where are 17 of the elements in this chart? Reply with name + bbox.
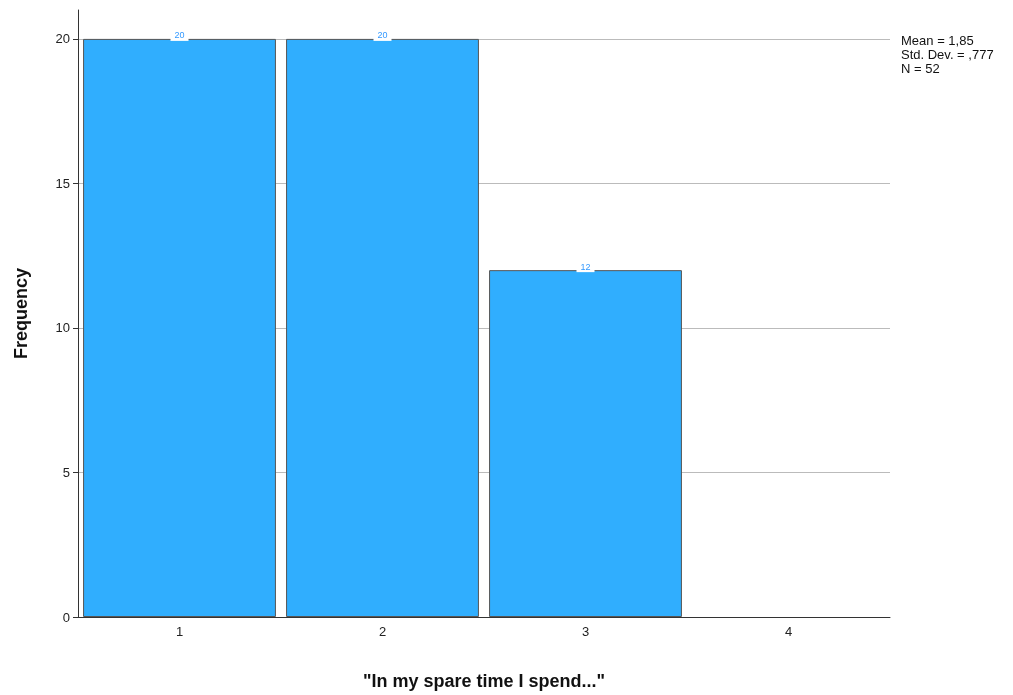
text: Mean = 1,85 bbox=[901, 33, 974, 48]
x-axis-title: "In my spare time I spend..." bbox=[362, 671, 606, 691]
y-tick-label: 0 bbox=[62, 609, 70, 625]
data-label: 20 bbox=[174, 30, 185, 41]
y-axis-title: Frequency bbox=[11, 267, 31, 360]
x-tick-label: 3 bbox=[581, 624, 590, 639]
y-tick-label: 15 bbox=[55, 175, 70, 191]
x-tick-label: 1 bbox=[175, 624, 184, 639]
data-label: 20 bbox=[377, 30, 388, 41]
y-tick-label: 20 bbox=[55, 31, 70, 47]
y-tick-label: 10 bbox=[55, 320, 70, 336]
text: Std. Dev. = ,777 bbox=[901, 47, 994, 62]
x-tick-label: 4 bbox=[784, 624, 793, 639]
text: N = 52 bbox=[901, 61, 940, 76]
data-label: 12 bbox=[580, 261, 591, 272]
y-tick-label: 5 bbox=[62, 464, 70, 480]
x-tick-label: 2 bbox=[378, 624, 387, 639]
